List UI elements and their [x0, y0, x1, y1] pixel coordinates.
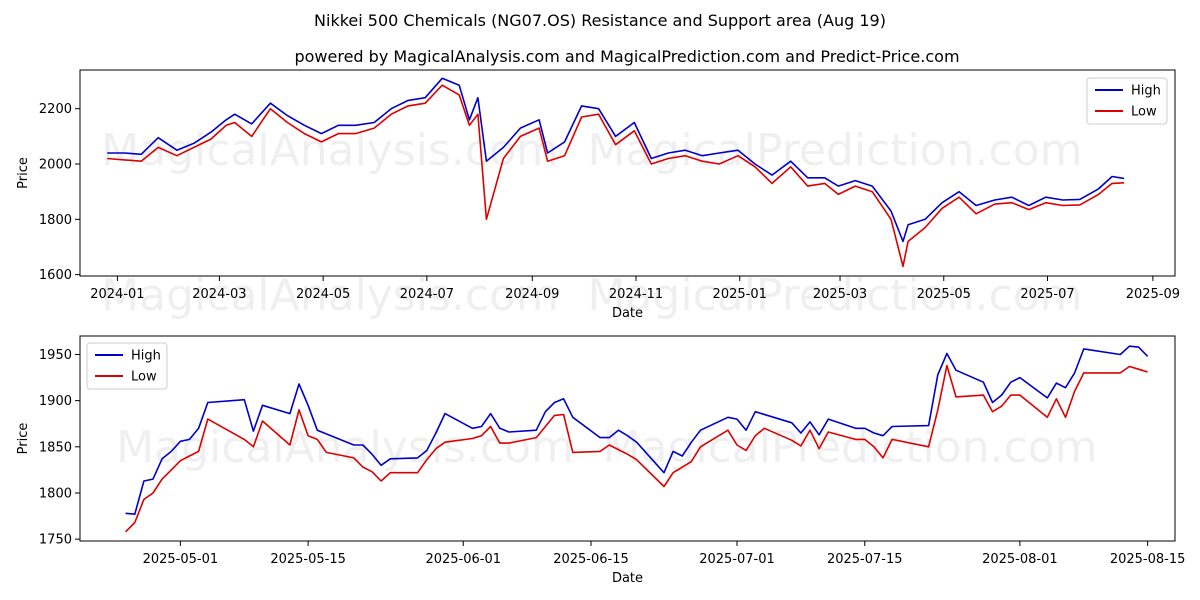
y-tick-label: 1850	[39, 440, 72, 455]
x-tick-label: 2024-09	[505, 287, 559, 302]
x-tick-label: 2024-01	[90, 287, 144, 302]
x-tick-label: 2025-08-01	[982, 552, 1058, 567]
y-tick-label: 2200	[39, 102, 72, 117]
x-tick-label: 2025-06-01	[425, 552, 501, 567]
y-tick-label: 1800	[39, 213, 72, 228]
watermark-prediction: MagicalPrediction.com	[588, 125, 1083, 176]
series-line-high	[107, 77, 1125, 243]
x-tick-label: 2025-01	[713, 287, 767, 302]
x-tick-label: 2024-05	[296, 287, 350, 302]
watermark-analysis: MagicalAnalysis.com	[101, 125, 559, 176]
bottom-panel: MagicalAnalysis.com MagicalPrediction.com…	[16, 335, 1186, 586]
x-tick-label: 2025-05-15	[270, 552, 346, 567]
x-tick-label: 2025-07-01	[699, 552, 775, 567]
y-tick-label: 1600	[39, 268, 72, 283]
y-axis-label: Price	[16, 157, 31, 189]
watermark-analysis: MagicalAnalysis.com	[101, 270, 559, 321]
legend-label-high: High	[1131, 84, 1161, 99]
x-tick-label: 2025-03	[813, 287, 867, 302]
watermark-prediction: MagicalPrediction.com	[603, 422, 1098, 473]
legend-label-low: Low	[1131, 105, 1157, 120]
chart-subtitle: powered by MagicalAnalysis.com and Magic…	[294, 47, 959, 66]
series-line-low	[107, 84, 1125, 268]
y-tick-label: 1800	[39, 486, 72, 501]
y-tick-label: 1950	[39, 348, 72, 363]
y-tick-label: 1750	[39, 533, 72, 548]
series-line-low	[125, 364, 1148, 533]
x-tick-label: 2025-05	[917, 287, 971, 302]
y-tick-label: 1900	[39, 394, 72, 409]
chart-title: Nikkei 500 Chemicals (NG07.OS) Resistanc…	[314, 11, 886, 30]
watermark-analysis: MagicalAnalysis.com	[116, 422, 574, 473]
x-axis-label: Date	[612, 306, 643, 321]
plot-frame	[79, 335, 1176, 542]
x-tick-label: 2024-11	[609, 287, 663, 302]
x-tick-label: 2025-07	[1020, 287, 1074, 302]
x-tick-label: 2025-07-15	[827, 552, 903, 567]
series-line-high	[125, 345, 1149, 515]
x-tick-label: 2024-03	[192, 287, 246, 302]
legend-label-high: High	[131, 349, 161, 364]
y-tick-label: 2000	[39, 158, 72, 173]
legend: High Low	[1086, 77, 1168, 125]
watermark-prediction: MagicalPrediction.com	[588, 270, 1083, 321]
x-tick-label: 2025-09	[1126, 287, 1180, 302]
x-axis-label: Date	[612, 571, 643, 586]
y-axis-label: Price	[16, 423, 31, 455]
x-tick-label: 2025-06-15	[553, 552, 629, 567]
legend: High Low	[86, 342, 168, 390]
x-tick-label: 2024-07	[400, 287, 454, 302]
top-panel: MagicalAnalysis.com MagicalPrediction.com…	[16, 69, 1180, 321]
x-tick-label: 2025-05-01	[143, 552, 219, 567]
x-tick-label: 2025-08-15	[1110, 552, 1186, 567]
legend-label-low: Low	[131, 370, 157, 385]
plot-frame	[79, 69, 1176, 277]
